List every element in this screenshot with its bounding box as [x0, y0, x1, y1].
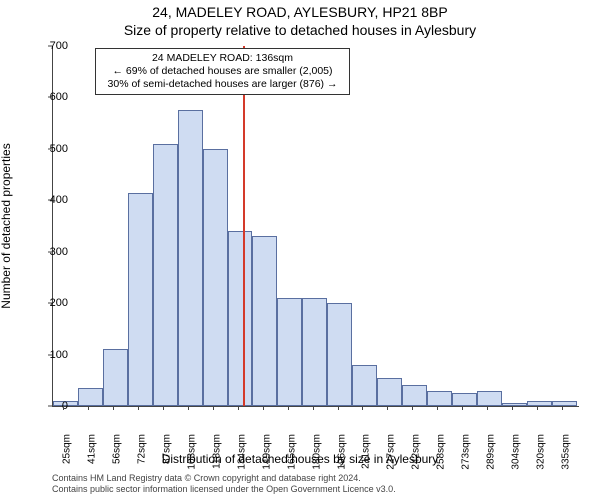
- histogram-bar: [302, 298, 327, 406]
- histogram-bar: [78, 388, 103, 406]
- x-tick-label: 242sqm: [411, 434, 422, 470]
- x-tick-label: 227sqm: [386, 434, 397, 470]
- x-tick-mark: [487, 406, 488, 410]
- x-tick-mark: [163, 406, 164, 410]
- x-tick-mark: [138, 406, 139, 410]
- histogram-bar: [452, 393, 477, 406]
- histogram-bar: [377, 378, 402, 406]
- histogram-bar: [128, 193, 153, 406]
- x-tick-label: 273sqm: [461, 434, 472, 470]
- info-box-line: ← 69% of detached houses are smaller (2,…: [102, 65, 343, 78]
- x-tick-label: 196sqm: [336, 434, 347, 470]
- x-tick-mark: [63, 406, 64, 410]
- x-tick-label: 304sqm: [511, 434, 522, 470]
- footnote-line-2: Contains public sector information licen…: [52, 484, 396, 495]
- y-tick-mark: [48, 97, 52, 98]
- histogram-bar: [228, 231, 253, 406]
- histogram-bar: [103, 349, 128, 406]
- x-tick-label: 149sqm: [261, 434, 272, 470]
- histogram-bar: [203, 149, 228, 406]
- x-tick-label: 118sqm: [211, 434, 222, 469]
- x-tick-mark: [562, 406, 563, 410]
- x-tick-label: 211sqm: [361, 434, 372, 469]
- x-tick-mark: [512, 406, 513, 410]
- y-tick-mark: [48, 251, 52, 252]
- plot-area: [52, 46, 579, 407]
- property-marker-line: [243, 46, 245, 406]
- info-box: 24 MADELEY ROAD: 136sqm← 69% of detached…: [95, 48, 350, 95]
- histogram-bar: [252, 236, 277, 406]
- histogram-bar: [153, 144, 178, 406]
- y-axis-label: Number of detached properties: [0, 143, 13, 308]
- histogram-bar: [178, 110, 203, 406]
- x-tick-label: 56sqm: [112, 434, 123, 464]
- x-tick-mark: [387, 406, 388, 410]
- x-tick-mark: [263, 406, 264, 410]
- x-tick-mark: [462, 406, 463, 410]
- x-tick-mark: [338, 406, 339, 410]
- x-tick-mark: [313, 406, 314, 410]
- x-tick-mark: [537, 406, 538, 410]
- x-tick-label: 258sqm: [436, 434, 447, 470]
- y-tick-mark: [48, 303, 52, 304]
- x-tick-mark: [412, 406, 413, 410]
- x-tick-mark: [362, 406, 363, 410]
- x-tick-label: 25sqm: [62, 434, 73, 464]
- info-box-line: 30% of semi-detached houses are larger (…: [102, 78, 343, 91]
- x-tick-label: 134sqm: [236, 434, 247, 470]
- title-address: 24, MADELEY ROAD, AYLESBURY, HP21 8BP: [0, 4, 600, 20]
- x-tick-mark: [288, 406, 289, 410]
- x-tick-mark: [437, 406, 438, 410]
- histogram-bar: [552, 401, 577, 406]
- y-tick-mark: [48, 200, 52, 201]
- info-box-line: 24 MADELEY ROAD: 136sqm: [102, 52, 343, 65]
- x-tick-mark: [213, 406, 214, 410]
- x-tick-label: 87sqm: [161, 434, 172, 464]
- x-tick-mark: [238, 406, 239, 410]
- histogram-bar: [277, 298, 302, 406]
- chart-container: 24, MADELEY ROAD, AYLESBURY, HP21 8BP Si…: [0, 0, 600, 500]
- x-tick-label: 335sqm: [560, 434, 571, 470]
- x-tick-label: 165sqm: [286, 434, 297, 470]
- histogram-bar: [502, 403, 527, 406]
- x-tick-label: 103sqm: [186, 434, 197, 470]
- x-tick-label: 72sqm: [137, 434, 148, 464]
- histogram-bar: [427, 391, 452, 406]
- histogram-bar: [402, 385, 427, 406]
- x-tick-label: 289sqm: [486, 434, 497, 470]
- y-tick-mark: [48, 148, 52, 149]
- x-tick-mark: [188, 406, 189, 410]
- histogram-bar: [477, 391, 502, 406]
- x-tick-mark: [88, 406, 89, 410]
- x-tick-label: 320sqm: [535, 434, 546, 470]
- footnote-line-1: Contains HM Land Registry data © Crown c…: [52, 473, 396, 484]
- x-tick-mark: [113, 406, 114, 410]
- title-subtitle: Size of property relative to detached ho…: [0, 22, 600, 38]
- histogram-bar: [352, 365, 377, 406]
- histogram-bar: [327, 303, 352, 406]
- y-tick-mark: [48, 46, 52, 47]
- y-tick-mark: [48, 406, 52, 407]
- histogram-bar: [527, 401, 552, 406]
- x-tick-label: 41sqm: [87, 434, 98, 464]
- x-tick-label: 180sqm: [311, 434, 322, 470]
- y-tick-mark: [48, 354, 52, 355]
- footnote: Contains HM Land Registry data © Crown c…: [52, 473, 396, 495]
